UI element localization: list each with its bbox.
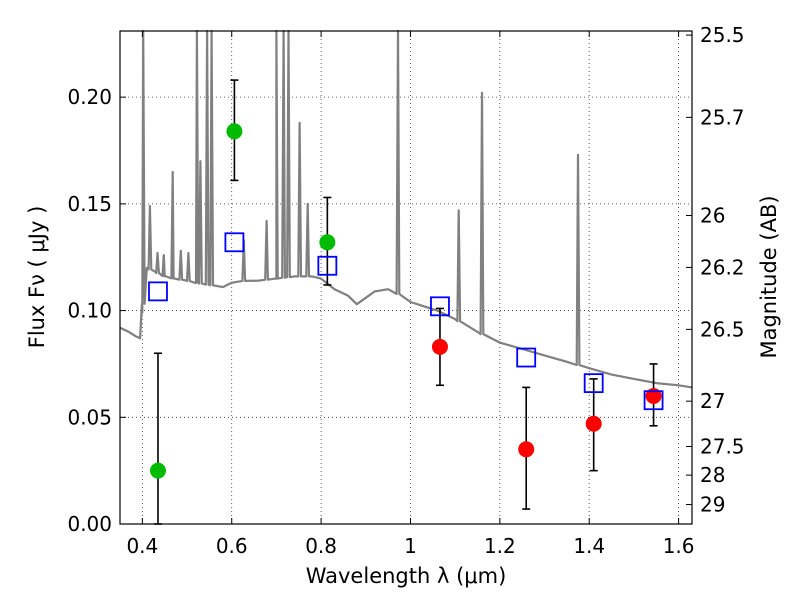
model-box-point <box>148 281 168 302</box>
model-box-point <box>430 296 450 317</box>
y-tick-label: 0.10 <box>67 299 112 323</box>
model-spectrum-line <box>119 29 693 389</box>
data-point <box>585 415 602 432</box>
y2-axis-label: Magnitude (AB) <box>757 195 781 358</box>
x-tick-label: 1.2 <box>484 534 516 558</box>
model-box-point <box>516 347 537 368</box>
y-tick-label: 0.15 <box>67 192 112 216</box>
plot-layer <box>119 29 693 525</box>
y-tick-label: 0.20 <box>67 85 112 109</box>
y2-tick-label: 26 <box>700 204 725 228</box>
data-point <box>319 234 336 251</box>
tick-layer: 0.4 0.6 0.8 1 1.2 1.4 1.6 0.00 0.05 0.10 0.15 0.20 2… <box>67 23 744 558</box>
y2-tick-label: 26.2 <box>700 255 745 279</box>
data-point <box>226 123 243 140</box>
y2-tick-label: 28 <box>700 463 725 487</box>
x-tick-label: 1.4 <box>573 534 605 558</box>
y2-tick-label: 26.5 <box>700 317 745 341</box>
x-tick-label: 0.6 <box>216 534 248 558</box>
y-tick-label: 0.05 <box>67 405 112 429</box>
plot-frame <box>119 30 693 525</box>
x-tick-label: 0.4 <box>126 534 158 558</box>
model-box-point <box>583 373 604 394</box>
x-tick-label: 1.6 <box>663 534 695 558</box>
model-box-point <box>643 390 664 411</box>
data-point <box>518 441 535 458</box>
data-point <box>149 462 166 479</box>
model-box-point <box>317 255 338 276</box>
data-point <box>431 338 448 355</box>
x-axis-label: Wavelength λ (μm) <box>306 564 507 588</box>
y2-tick-label: 27 <box>700 389 725 413</box>
x-tick-label: 1 <box>404 534 417 558</box>
x-tick-label: 0.8 <box>305 534 337 558</box>
y-tick-label: 0.00 <box>67 512 112 536</box>
y2-tick-label: 25.5 <box>700 23 745 47</box>
y2-tick-label: 29 <box>700 493 725 517</box>
y-axis-label: Flux Fν ( μJy ) <box>25 206 49 349</box>
y2-tick-label: 27.5 <box>700 435 745 459</box>
model-box-point <box>224 232 245 253</box>
y2-tick-label: 25.7 <box>700 105 745 129</box>
